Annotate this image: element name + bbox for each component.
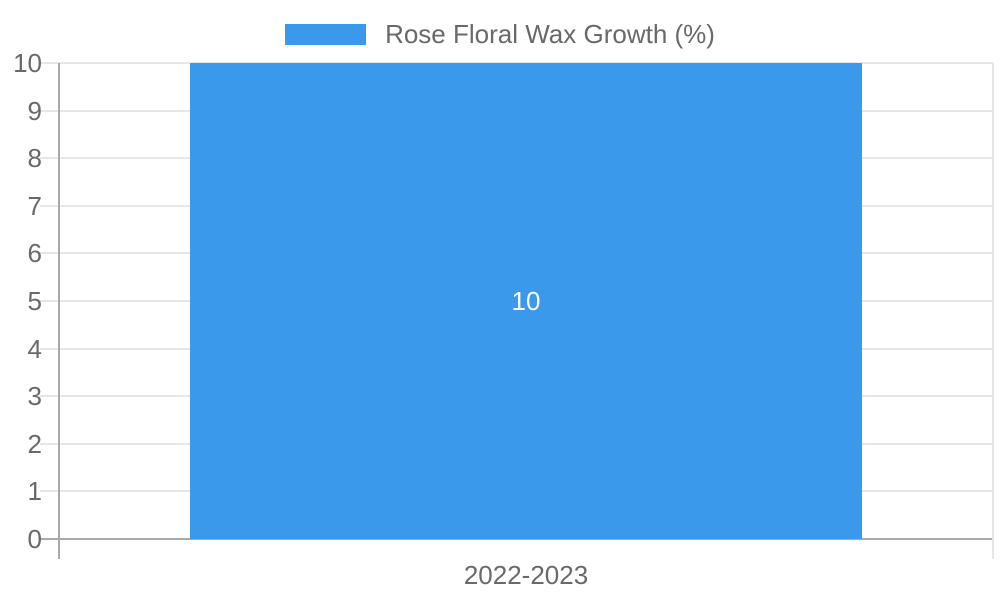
- y-tick-label: 1: [27, 476, 42, 506]
- y-tick-label: 6: [27, 238, 42, 268]
- bar-2022-2023[interactable]: [190, 63, 862, 539]
- y-tick-label: 9: [27, 96, 42, 126]
- y-tick-label: 8: [27, 143, 42, 173]
- chart-legend[interactable]: Rose Floral Wax Growth (%): [0, 14, 1000, 54]
- y-tick-label: 5: [27, 286, 42, 316]
- bar-value-label: 10: [511, 286, 541, 316]
- y-tick-label: 4: [27, 334, 42, 364]
- y-tick-label: 10: [13, 48, 42, 78]
- y-tick-label: 2: [27, 429, 42, 459]
- legend-label: Rose Floral Wax Growth (%): [385, 19, 715, 49]
- x-axis-label: 2022-2023: [463, 560, 589, 590]
- plot-right-boundary-line: [992, 63, 994, 559]
- y-tick-label: 0: [27, 524, 42, 554]
- y-tick-label: 3: [27, 381, 42, 411]
- y-tick-label: 7: [27, 191, 42, 221]
- y-axis-line: [58, 63, 60, 559]
- legend-swatch-icon: [285, 23, 367, 45]
- x-axis-baseline: [40, 538, 993, 540]
